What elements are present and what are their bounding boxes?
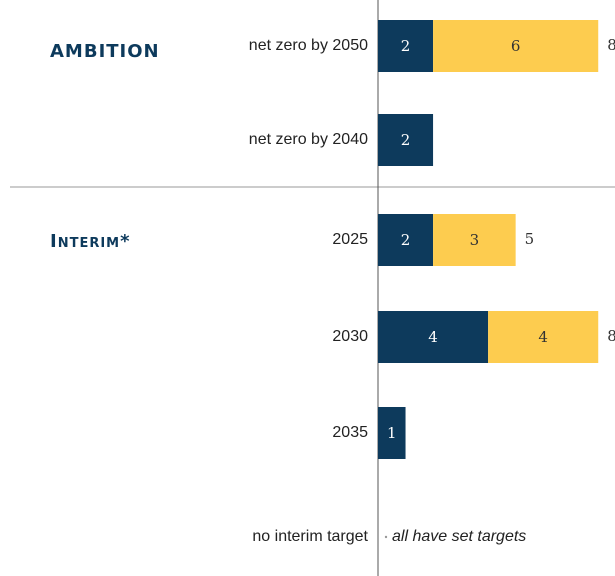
total-label: 8 [607, 327, 615, 345]
group-label: Interim* [50, 231, 131, 252]
segment-label: 2 [401, 131, 411, 149]
segment-label: 1 [387, 424, 397, 442]
bar-segment [433, 20, 599, 72]
total-label: 5 [525, 230, 535, 248]
bar-segment [378, 311, 489, 363]
segment-label: 4 [428, 328, 438, 346]
segment-label: 3 [470, 231, 480, 249]
category-label: 2035 [332, 424, 368, 441]
category-label: no interim target [252, 528, 368, 545]
segment-label: 4 [538, 328, 548, 346]
bar-segment [488, 311, 599, 363]
category-label: net zero by 2040 [249, 131, 368, 148]
annotation: all have set targets [392, 528, 526, 545]
total-label: 8 [607, 36, 615, 54]
bar-segment [433, 214, 516, 266]
category-label: net zero by 2050 [249, 37, 368, 54]
bar-segment [378, 214, 434, 266]
segment-label: 2 [401, 37, 411, 55]
segment-label: 2 [401, 231, 411, 249]
group-label: AMBITION [50, 41, 160, 62]
segment-label: 6 [511, 37, 521, 55]
annotation-dot [384, 535, 388, 539]
bar-segment [378, 20, 434, 72]
category-label: 2030 [332, 328, 368, 345]
bar-segment [378, 114, 434, 166]
bar-segment [378, 407, 406, 459]
category-label: 2025 [332, 231, 368, 248]
